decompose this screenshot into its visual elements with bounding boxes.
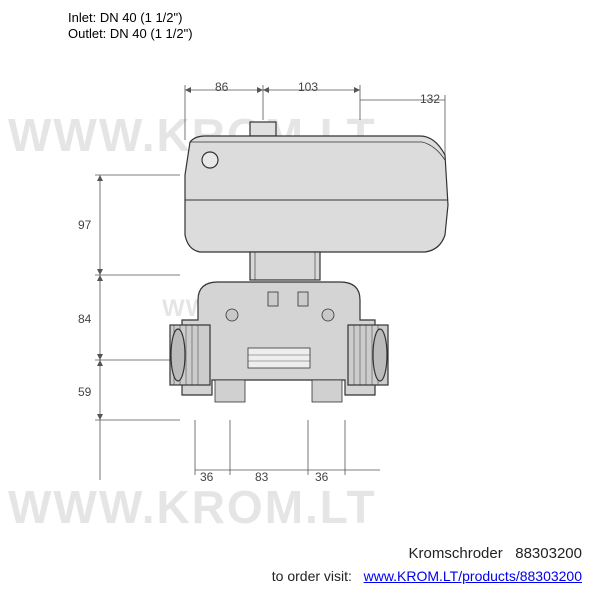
dim-top-left: 86 xyxy=(215,80,228,94)
technical-drawing xyxy=(50,60,550,530)
dim-top-right: 132 xyxy=(420,92,440,106)
dim-left-3: 59 xyxy=(78,385,91,399)
dim-bottom-2: 83 xyxy=(255,470,268,484)
brand-name: Kromschroder xyxy=(409,545,503,562)
dim-bottom-3: 36 xyxy=(315,470,328,484)
dim-top-mid: 103 xyxy=(298,80,318,94)
order-prefix: to order visit: xyxy=(272,568,352,584)
order-url-link[interactable]: www.KROM.LT/products/88303200 xyxy=(364,568,582,584)
outlet-spec: Outlet: DN 40 (1 1/2") xyxy=(68,26,193,43)
part-number: 88303200 xyxy=(515,545,582,562)
dim-left-2: 84 xyxy=(78,312,91,326)
dim-left-1: 97 xyxy=(78,218,91,232)
brand-line: Kromschroder 88303200 xyxy=(409,545,582,562)
dim-bottom-1: 36 xyxy=(200,470,213,484)
inlet-spec: Inlet: DN 40 (1 1/2") xyxy=(68,10,182,27)
inlet-value: DN 40 (1 1/2") xyxy=(100,10,183,25)
outlet-label: Outlet: xyxy=(68,26,106,41)
inlet-label: Inlet: xyxy=(68,10,96,25)
product-svg xyxy=(50,60,550,530)
outlet-value: DN 40 (1 1/2") xyxy=(110,26,193,41)
order-line: to order visit: www.KROM.LT/products/883… xyxy=(272,568,582,584)
